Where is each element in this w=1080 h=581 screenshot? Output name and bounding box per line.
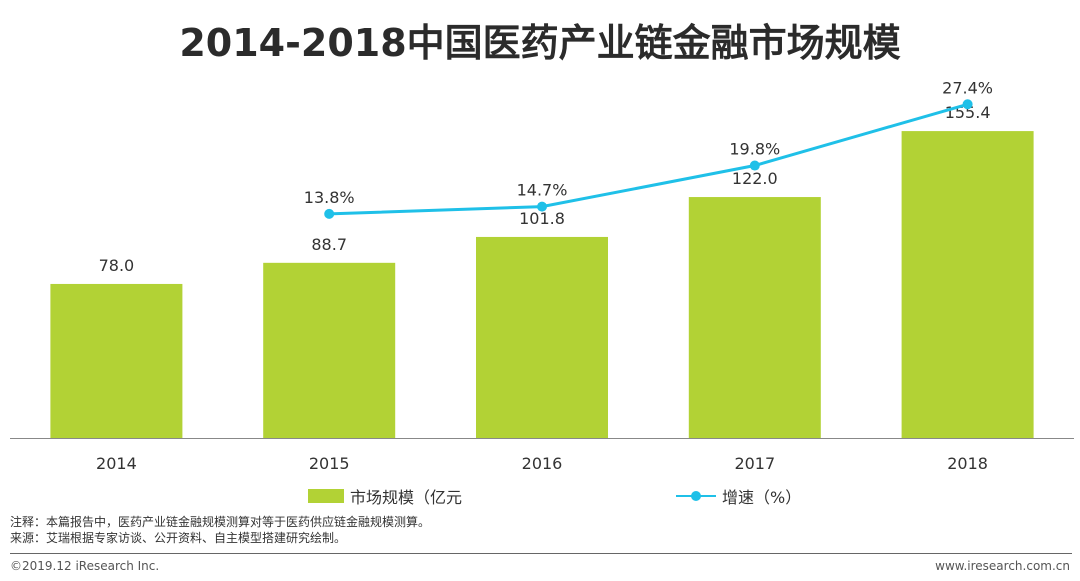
- bar-line-chart: 78.0201488.72015101.82016122.02017155.42…: [10, 78, 1074, 473]
- bar-label-2015: 88.7: [311, 235, 347, 254]
- notes: 注释：本篇报告中，医药产业链金融规模测算对等于医药供应链金融规模测算。 来源：艾…: [10, 514, 430, 546]
- growth-point-2017: [749, 160, 760, 171]
- growth-point-2015: [324, 208, 335, 219]
- bar-2016: [476, 236, 608, 438]
- note-line-2: 来源：艾瑞根据专家访谈、公开资料、自主模型搭建研究绘制。: [10, 531, 347, 545]
- growth-line: [329, 102, 969, 216]
- growth-label-2015: 13.8%: [304, 188, 355, 207]
- x-tick-2018: 2018: [947, 454, 988, 473]
- bar-label-2017: 122.0: [732, 169, 778, 188]
- chart-title: 2014-2018中国医药产业链金融市场规模: [179, 21, 901, 65]
- growth-label-2018: 27.4%: [942, 78, 993, 97]
- bar-2018: [901, 131, 1034, 438]
- bar-2017: [688, 197, 821, 438]
- legend-line-swatch: [676, 489, 716, 503]
- growth-point-2016: [537, 201, 547, 212]
- legend-bar-swatch: [308, 489, 344, 503]
- growth-label-2017: 19.8%: [729, 140, 780, 159]
- note-line-1: 注释：本篇报告中，医药产业链金融规模测算对等于医药供应链金融规模测算。: [10, 515, 431, 529]
- bar-2015: [263, 262, 396, 438]
- growth-point-2018: [962, 99, 973, 110]
- x-tick-2014: 2014: [96, 454, 137, 473]
- growth-label-2016: 14.7%: [517, 181, 568, 200]
- legend-line-label: 增速（%）: [722, 488, 802, 507]
- footer-divider: [10, 553, 1072, 554]
- x-tick-2017: 2017: [734, 454, 775, 473]
- bar-label-2014: 78.0: [99, 256, 135, 275]
- bar-label-2016: 101.8: [519, 209, 565, 228]
- x-tick-2016: 2016: [522, 454, 563, 473]
- legend-bar-item: 市场规模（亿元: [308, 484, 462, 508]
- website: www.iresearch.com.cn: [935, 559, 1070, 573]
- legend-line-item: 增速（%）: [676, 484, 801, 508]
- bar-2014: [50, 283, 183, 438]
- copyright: ©2019.12 iResearch Inc.: [10, 559, 160, 573]
- legend-bar-label: 市场规模（亿元: [350, 488, 463, 507]
- x-tick-2015: 2015: [309, 454, 350, 473]
